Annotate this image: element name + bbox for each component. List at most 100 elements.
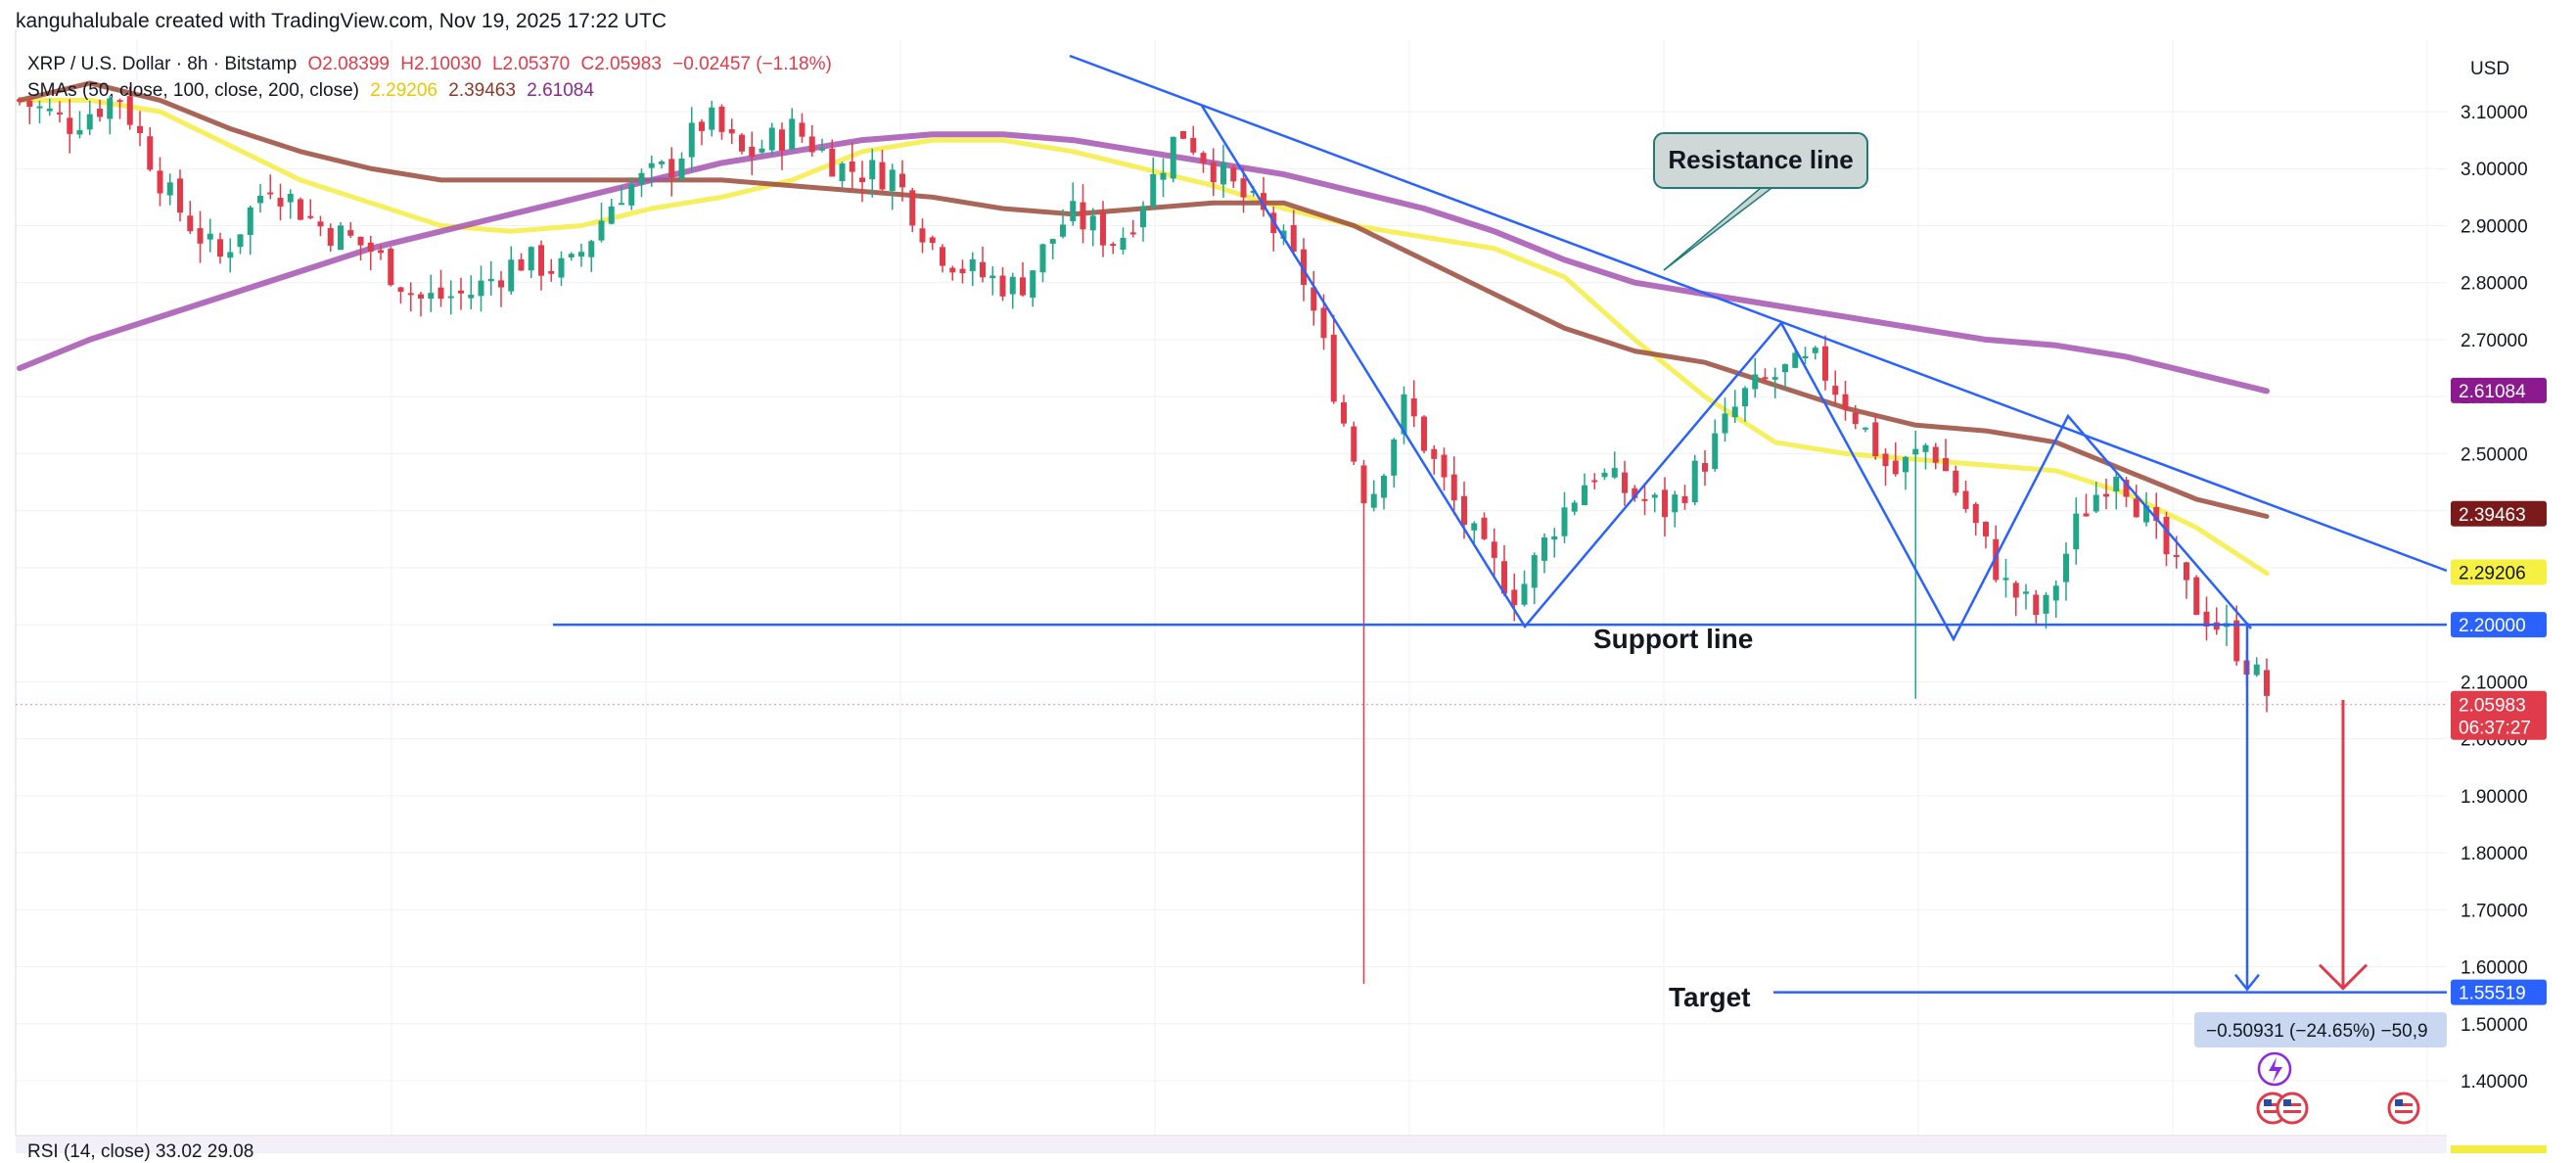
candle-body — [2253, 664, 2260, 675]
candle-body — [1792, 352, 1799, 368]
us-flag-event-icon — [2276, 1092, 2309, 1125]
candle-body — [1491, 541, 1497, 558]
candle-body — [1641, 498, 1648, 501]
candle-body — [317, 221, 324, 227]
candle-body — [1622, 472, 1628, 493]
candle-body — [789, 118, 796, 150]
sma100-value: 2.39463 — [448, 80, 516, 101]
candle-body — [969, 258, 976, 272]
grid — [15, 29, 2447, 1137]
candle-body — [1481, 517, 1488, 539]
y-tick-label: 1.70000 — [2461, 901, 2528, 921]
candle-body — [1712, 433, 1719, 470]
candle-body — [598, 220, 605, 241]
y-tick-label: 2.90000 — [2461, 216, 2528, 237]
candle-body — [1722, 413, 1728, 434]
candle-body — [1250, 190, 1257, 194]
candle-body — [2083, 513, 2090, 517]
candle-body — [2113, 476, 2120, 491]
candle-body — [2033, 594, 2040, 616]
attribution-text: kanguhalubale created with TradingView.c… — [16, 10, 667, 32]
candle-body — [1009, 276, 1016, 295]
y-tick-label: 1.40000 — [2461, 1072, 2528, 1093]
candle-body — [116, 100, 123, 103]
candle-body — [307, 215, 314, 218]
rsi-tag — [2451, 1145, 2547, 1153]
y-tick-label: 2.50000 — [2461, 444, 2528, 465]
candle-body — [1461, 495, 1467, 526]
candle-body — [1962, 490, 1969, 509]
candle-body — [1691, 460, 1698, 503]
sma-label: SMAs (50, close, 100, close, 200, close) — [27, 80, 359, 101]
measure-arrow-head — [2234, 973, 2260, 992]
price-tag-target-text: 1.55519 — [2459, 984, 2526, 1004]
candle-body — [36, 106, 43, 109]
candle-body — [367, 242, 374, 253]
candle-body — [1541, 537, 1547, 561]
candle-body — [1863, 427, 1868, 430]
candle-body — [2123, 480, 2130, 497]
candle-body — [157, 170, 163, 194]
candle-body — [619, 203, 624, 206]
candle-body — [418, 294, 424, 299]
price-tag-sma100 — [2451, 500, 2547, 527]
flag-canton — [2283, 1099, 2291, 1106]
candle-body — [2203, 611, 2210, 628]
low-value: L2.05370 — [491, 54, 571, 74]
candle-body — [227, 252, 234, 258]
candle-body — [1561, 507, 1568, 536]
candle-body — [1551, 535, 1558, 540]
candle-body — [548, 270, 555, 274]
candle-body — [1150, 173, 1157, 208]
price-tag-support-text: 2.20000 — [2459, 616, 2526, 636]
candle-body — [879, 162, 886, 190]
candle-body — [528, 247, 534, 271]
candle-body — [709, 107, 715, 130]
drawings[interactable] — [16, 54, 2448, 994]
symbol-label[interactable]: XRP / U.S. Dollar · 8h · Bitstamp — [27, 54, 298, 74]
candle-body — [768, 127, 775, 151]
candle-body — [1120, 237, 1127, 251]
candle-body — [849, 161, 855, 172]
candle-body — [257, 195, 263, 204]
candle-body — [1220, 162, 1226, 185]
y-tick-label: 2.80000 — [2461, 274, 2528, 295]
price-tag-sma50 — [2451, 559, 2547, 585]
candle-body — [2163, 516, 2170, 555]
sma-line-1 — [17, 80, 2270, 519]
flag-stripe — [2264, 1103, 2281, 1106]
sma200-value: 2.61084 — [527, 80, 594, 101]
candle-body — [799, 122, 805, 137]
candle-body — [859, 177, 865, 183]
candle-body — [2043, 594, 2049, 614]
sma-legend[interactable]: SMAs (50, close, 100, close, 200, close)… — [27, 80, 600, 102]
candle-body — [338, 225, 344, 251]
candle-body — [1922, 444, 1929, 452]
candle-body — [67, 117, 73, 134]
candle-body — [1571, 502, 1578, 512]
candle-body — [678, 158, 685, 179]
candle-body — [217, 239, 223, 257]
candle-body — [1932, 446, 1939, 463]
flag-canton — [2264, 1099, 2272, 1106]
candle-body — [187, 215, 194, 232]
candle-body — [1752, 374, 1759, 390]
candle-body — [1190, 138, 1197, 153]
candle-body — [237, 234, 244, 248]
resistance-callout — [1653, 132, 1868, 189]
candle-body — [207, 233, 213, 240]
candle-body — [1089, 215, 1096, 231]
candle-body — [26, 100, 33, 108]
candle-body — [1591, 480, 1598, 483]
candle-body — [1200, 153, 1207, 163]
candle-body — [1762, 377, 1769, 380]
candle-body — [1431, 448, 1438, 459]
pattern-zigzag — [1200, 105, 2252, 642]
candle-body — [1381, 475, 1387, 498]
candle-body — [1370, 493, 1377, 508]
y-tick-label: 2.10000 — [2461, 673, 2528, 693]
candle-body — [940, 247, 945, 266]
rsi-pane — [16, 1137, 2447, 1153]
sma50-value: 2.29206 — [370, 80, 437, 101]
